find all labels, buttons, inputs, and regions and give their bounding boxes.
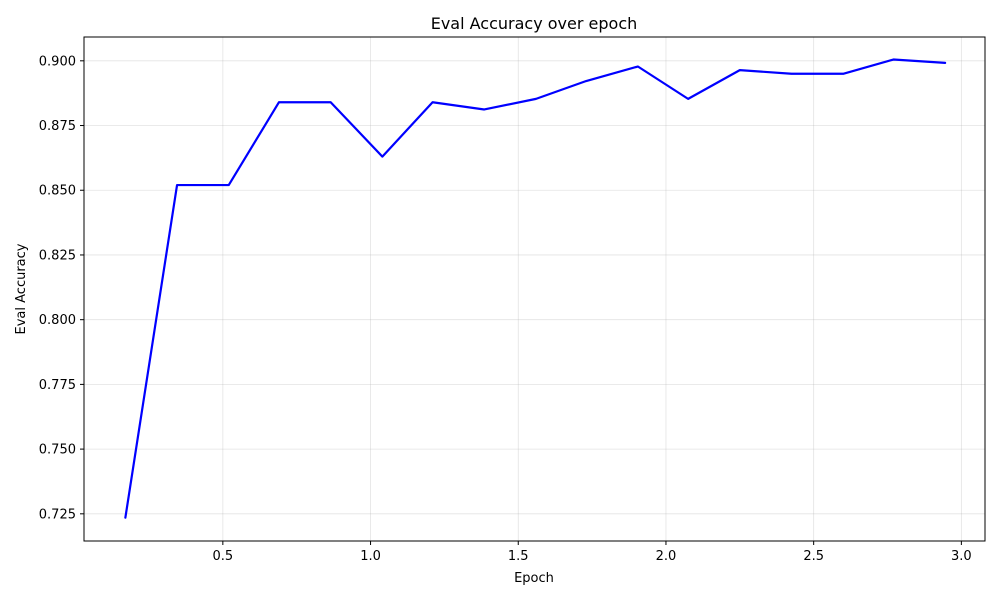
chart-title: Eval Accuracy over epoch	[431, 14, 638, 33]
y-axis-label: Eval Accuracy	[14, 243, 29, 334]
eval-accuracy-series-line	[124, 58, 947, 519]
grid	[84, 37, 985, 541]
x-axis-label: Epoch	[514, 571, 554, 586]
series-layer	[124, 58, 947, 519]
x-tick-label: 1.5	[508, 549, 529, 564]
x-tick-label: 3.0	[951, 549, 972, 564]
y-tick-label: 0.750	[39, 443, 76, 458]
y-tick-label: 0.875	[39, 119, 76, 134]
plot-frame	[83, 36, 986, 542]
x-tick-label: 1.0	[360, 549, 381, 564]
x-tick-label: 2.5	[803, 549, 824, 564]
y-tick-label: 0.800	[39, 313, 76, 328]
y-tick-label: 0.725	[39, 507, 76, 522]
y-tick-label: 0.825	[39, 248, 76, 263]
y-axis: 0.725 0.750 0.775 0.800 0.825 0.850 0.875 0.900	[39, 54, 84, 522]
x-tick-label: 2.0	[656, 549, 677, 564]
y-tick-label: 0.850	[39, 184, 76, 199]
y-tick-label: 0.900	[39, 54, 76, 69]
x-axis: 0.5 1.0 1.5 2.0 2.5 3.0	[212, 541, 972, 564]
x-tick-label: 0.5	[212, 549, 233, 564]
y-tick-label: 0.775	[39, 378, 76, 393]
